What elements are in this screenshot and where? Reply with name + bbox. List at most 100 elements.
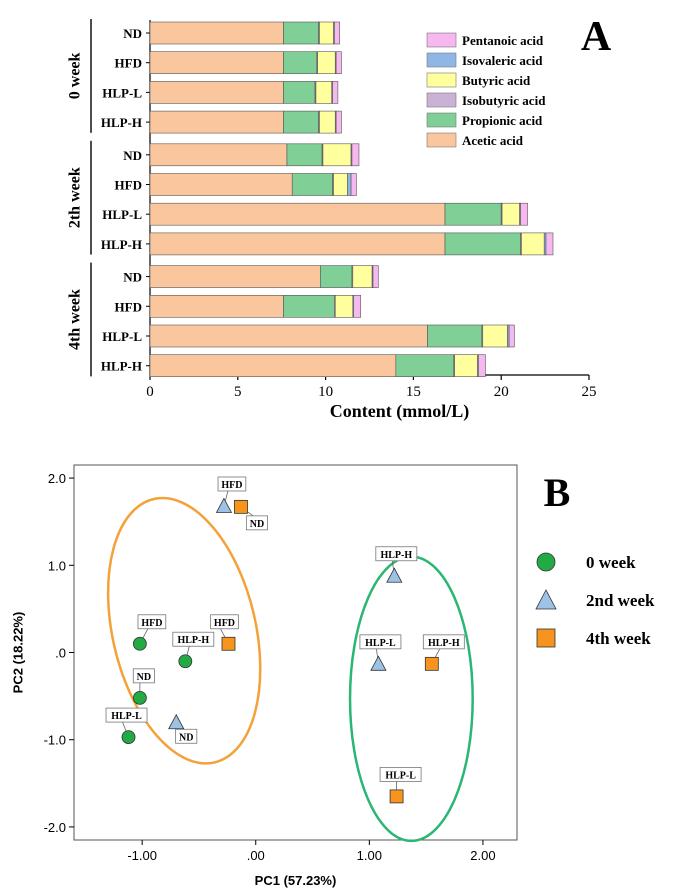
- legend-swatch: [426, 112, 457, 128]
- y-tick-label: HLP-L: [102, 329, 142, 344]
- bar-segment: [501, 202, 520, 226]
- point-label: HFD: [221, 480, 242, 491]
- y-tick-label: HFD: [115, 56, 142, 71]
- panel-b: 2.0 1.0 .0 -1.0 -2.0 -1.00 .00 1.00 2.00 PC1 (57.…: [10, 464, 655, 888]
- bar-segment: [444, 232, 521, 256]
- data-point: [132, 636, 147, 651]
- point-label-box: [105, 707, 148, 723]
- data-point: [389, 789, 404, 804]
- bar-segment: [545, 232, 554, 256]
- x-tick-label: .00: [247, 848, 265, 863]
- panel-label: A: [581, 14, 612, 60]
- point-label-box: [175, 728, 198, 744]
- bar-segment: [149, 324, 428, 348]
- bar-segment: [149, 294, 284, 318]
- bar-segment: [478, 354, 486, 378]
- legend-marker: [535, 589, 557, 610]
- panel-label: B: [544, 470, 571, 515]
- bar-segment: [508, 324, 515, 348]
- bar-segment: [149, 354, 397, 378]
- point-label-box: [379, 766, 422, 782]
- bar-segment: [350, 173, 357, 196]
- bar-segment: [353, 294, 362, 318]
- legend-label: Isovaleric acid: [462, 53, 543, 68]
- point-label: HLP-H: [380, 550, 412, 561]
- bar-segment: [351, 143, 360, 167]
- point-label-box: [217, 476, 247, 492]
- bar-segment: [347, 173, 352, 196]
- bar-segment: [444, 202, 502, 226]
- bar-segment: [520, 202, 528, 226]
- data-point: [424, 656, 439, 671]
- bar-segment: [427, 324, 483, 348]
- bar-segment: [286, 143, 323, 167]
- data-point: [234, 499, 248, 514]
- bar-segment: [335, 110, 342, 134]
- panel-a: 0 5 10 15 20 25 Content (mmol/L) ND HFD HLP-L HLP-…: [67, 14, 612, 422]
- point-label-box: [137, 614, 167, 630]
- group-label: 2th week: [67, 167, 84, 228]
- point-label-box: [375, 546, 418, 562]
- legend-label: Propionic acid: [462, 113, 543, 128]
- bar-segment: [322, 143, 352, 167]
- y-tick-label: HLP-L: [102, 85, 142, 100]
- legend-swatch: [426, 52, 457, 68]
- legend-label: Pentanoic acid: [462, 33, 544, 48]
- legend-swatch: [426, 32, 457, 48]
- bar-segment: [283, 110, 319, 134]
- bar-segment: [149, 110, 284, 134]
- point-label-box: [132, 668, 155, 684]
- point-label: HFD: [141, 618, 162, 629]
- y-axis-title: PC2 (18.22%): [10, 612, 25, 694]
- x-tick-label: 20: [494, 384, 509, 400]
- x-tick-label: 25: [582, 384, 597, 400]
- point-label: HFD: [214, 618, 235, 629]
- legend-swatch: [426, 132, 457, 148]
- bar-segment: [149, 202, 446, 226]
- bar-segment: [149, 51, 284, 75]
- bar-segment: [395, 354, 455, 378]
- data-point: [121, 730, 136, 744]
- y-tick-label: ND: [123, 270, 142, 285]
- y-tick-label: HLP-L: [102, 207, 142, 222]
- bar-segment: [283, 294, 335, 318]
- y-tick-label: -2.0: [44, 820, 66, 835]
- bar-segment: [521, 232, 545, 256]
- legend-label: 4th week: [586, 629, 651, 648]
- point-label: ND: [250, 519, 264, 530]
- point-label: HLP-L: [385, 770, 416, 781]
- y-tick-label: -1.0: [44, 733, 66, 748]
- bar-segment: [482, 324, 508, 348]
- bar-segment: [283, 51, 318, 75]
- legend-swatch: [426, 92, 457, 108]
- data-point: [386, 567, 403, 583]
- legend-swatch: [426, 72, 457, 88]
- data-point: [132, 690, 147, 705]
- point-label: HLP-L: [111, 711, 142, 722]
- x-tick-label: 2.00: [470, 848, 495, 863]
- bar-segment: [319, 110, 336, 134]
- x-axis-title: PC1 (57.23%): [255, 873, 337, 888]
- data-point: [221, 636, 236, 651]
- legend-label: Isobutyric acid: [462, 93, 546, 108]
- y-tick-label: 1.0: [48, 558, 66, 573]
- plot-frame: [73, 464, 518, 841]
- legend-label: Acetic acid: [462, 133, 524, 148]
- point-label: ND: [179, 732, 193, 743]
- point-label: HLP-L: [365, 638, 396, 649]
- bar-segment: [372, 265, 379, 288]
- y-tick-label: HLP-H: [101, 237, 142, 252]
- bar-segment: [149, 173, 293, 196]
- group-ellipse: [106, 496, 262, 765]
- data-point: [178, 654, 193, 669]
- bar-segment: [283, 21, 319, 45]
- data-point: [168, 713, 185, 730]
- y-tick-label: ND: [123, 26, 142, 41]
- legend-label: 2nd week: [586, 591, 655, 610]
- x-tick-label: 5: [234, 384, 242, 400]
- bar-segment: [317, 51, 336, 75]
- data-point: [215, 497, 233, 513]
- x-tick-label: 10: [318, 384, 333, 400]
- y-tick-label: 2.0: [48, 471, 66, 486]
